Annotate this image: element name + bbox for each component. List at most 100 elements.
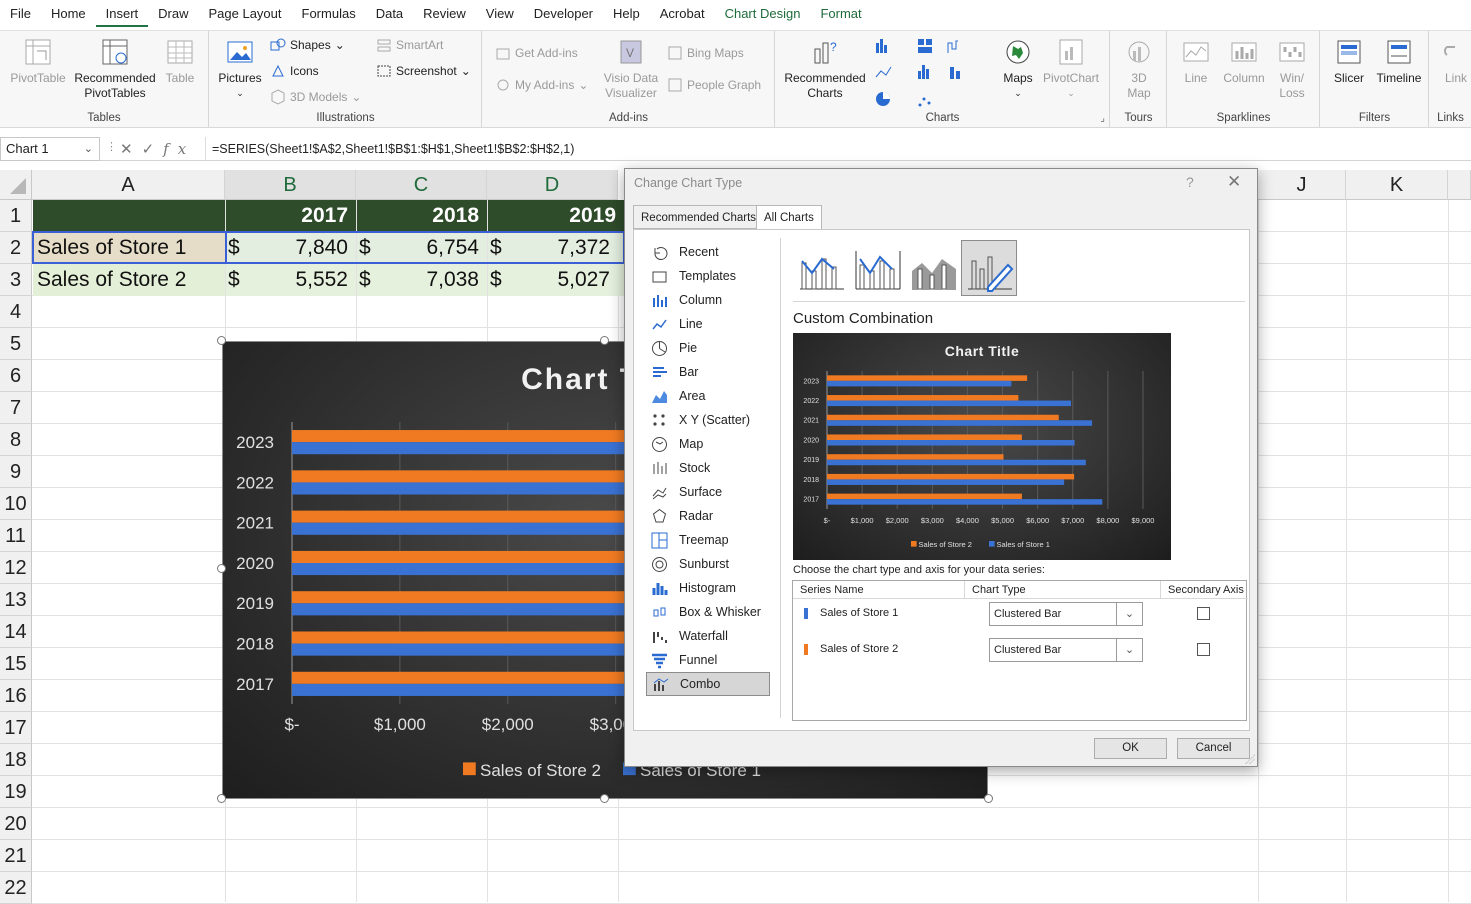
sparkline-line-button[interactable]: Line	[1174, 37, 1218, 86]
menu-home[interactable]: Home	[50, 6, 86, 21]
chart-type-bar[interactable]: Bar	[646, 360, 770, 384]
chart-type-map[interactable]: Map	[646, 432, 770, 456]
column-header-k[interactable]: K	[1346, 170, 1448, 200]
resize-handle-bm[interactable]	[600, 794, 609, 803]
chart-type-column[interactable]: Column	[646, 288, 770, 312]
secondary-axis-checkbox-store2[interactable]	[1197, 643, 1210, 656]
table-button[interactable]: Table	[160, 37, 200, 86]
chart-type-waterfall[interactable]: Waterfall	[646, 624, 770, 648]
row-header[interactable]: 2	[0, 232, 32, 264]
menu-view[interactable]: View	[485, 6, 514, 21]
chart-type-gallery-icons[interactable]	[874, 37, 964, 113]
chart-type-templates[interactable]: Templates	[646, 264, 770, 288]
3d-models-button[interactable]: 3D Models ⌄	[270, 89, 361, 105]
insert-function-icon[interactable]: fx	[163, 140, 196, 158]
menu-formulas[interactable]: Formulas	[301, 6, 356, 21]
chart-type-combo[interactable]: Combo	[646, 672, 770, 696]
column-header-j[interactable]: J	[1258, 170, 1346, 200]
row-header[interactable]: 17	[0, 712, 32, 744]
people-graph-button[interactable]: People Graph	[667, 77, 761, 93]
cell-a3[interactable]: Sales of Store 2	[33, 264, 225, 296]
shapes-button[interactable]: Shapes ⌄	[270, 37, 345, 53]
name-box[interactable]: Chart 1 ⌄	[0, 137, 100, 161]
column-header-b[interactable]: B	[225, 170, 356, 200]
row-header[interactable]: 21	[0, 840, 32, 872]
chart-type-dropdown-store1[interactable]: Clustered Bar ⌄	[989, 602, 1143, 626]
menu-review[interactable]: Review	[423, 6, 466, 21]
row-header[interactable]: 1	[0, 200, 32, 232]
chart-type-surface[interactable]: Surface	[646, 480, 770, 504]
recommended-pivottables-button[interactable]: Recommended PivotTables	[70, 37, 160, 101]
cell-b3[interactable]: $5,552	[226, 264, 356, 296]
row-header[interactable]: 19	[0, 776, 32, 808]
cell-c1[interactable]: 2018	[357, 200, 487, 232]
ok-button[interactable]: OK	[1094, 738, 1167, 759]
resize-grip-icon[interactable]	[1245, 754, 1255, 764]
subtype-clustered-column-line[interactable]	[793, 240, 849, 296]
cell-a1[interactable]	[33, 200, 225, 232]
resize-handle-tl[interactable]	[217, 336, 226, 345]
resize-handle-tm[interactable]	[600, 336, 609, 345]
column-header-a[interactable]: A	[32, 170, 225, 200]
row-header[interactable]: 15	[0, 648, 32, 680]
cell-d2[interactable]: $7,372	[488, 232, 624, 264]
slicer-button[interactable]: Slicer	[1327, 37, 1371, 86]
row-header[interactable]: 16	[0, 680, 32, 712]
subtype-custom-combination[interactable]	[961, 240, 1017, 296]
cell-c3[interactable]: $7,038	[357, 264, 487, 296]
row-header[interactable]: 12	[0, 552, 32, 584]
3d-map-button[interactable]: 3D Map	[1117, 37, 1161, 101]
sparkline-column-button[interactable]: Column	[1220, 37, 1268, 86]
chart-type-radar[interactable]: Radar	[646, 504, 770, 528]
secondary-axis-checkbox-store1[interactable]	[1197, 607, 1210, 620]
subtype-column-line-secondary[interactable]	[849, 240, 905, 296]
pictures-button[interactable]: Pictures ⌄	[216, 37, 264, 101]
cell-d3[interactable]: $5,027	[488, 264, 624, 296]
chart-type-pie[interactable]: Pie	[646, 336, 770, 360]
menu-insert[interactable]: Insert	[95, 0, 149, 27]
column-header-c[interactable]: C	[356, 170, 487, 200]
resize-handle-br[interactable]	[984, 794, 993, 803]
formula-input[interactable]: =SERIES(Sheet1!$A$2,Sheet1!$B$1:$H$1,She…	[205, 137, 1471, 161]
cancel-button[interactable]: Cancel	[1177, 738, 1250, 759]
tab-all-charts[interactable]: All Charts	[756, 205, 822, 230]
smartart-button[interactable]: SmartArt	[376, 37, 443, 53]
my-addins-button[interactable]: My Add-ins ⌄	[495, 77, 588, 93]
chart-type-recent[interactable]: Recent	[646, 240, 770, 264]
close-icon[interactable]: ✕	[1227, 172, 1242, 191]
chart-type-histogram[interactable]: Histogram	[646, 576, 770, 600]
row-header[interactable]: 22	[0, 872, 32, 904]
menu-file[interactable]: File	[10, 6, 31, 21]
maps-button[interactable]: Maps ⌄	[998, 37, 1038, 101]
tab-recommended-charts[interactable]: Recommended Charts	[633, 205, 765, 229]
bing-maps-button[interactable]: Bing Maps	[667, 45, 744, 61]
row-header[interactable]: 14	[0, 616, 32, 648]
recommended-charts-button[interactable]: ? Recommended Charts	[782, 37, 868, 101]
row-header[interactable]: 20	[0, 808, 32, 840]
menu-developer[interactable]: Developer	[533, 6, 594, 21]
cell-c2[interactable]: $6,754	[357, 232, 487, 264]
chart-type-treemap[interactable]: Treemap	[646, 528, 770, 552]
menu-format[interactable]: Format	[820, 6, 862, 21]
cell-d1[interactable]: 2019	[488, 200, 624, 232]
chart-type-dropdown-store2[interactable]: Clustered Bar ⌄	[989, 638, 1143, 662]
column-header-d[interactable]: D	[487, 170, 618, 200]
row-header[interactable]: 5	[0, 328, 32, 360]
chart-type-line[interactable]: Line	[646, 312, 770, 336]
pivotchart-button[interactable]: PivotChart ⌄	[1040, 37, 1102, 101]
row-header[interactable]: 3	[0, 264, 32, 296]
get-addins-button[interactable]: Get Add-ins	[495, 45, 578, 61]
screenshot-button[interactable]: Screenshot ⌄	[376, 63, 471, 79]
menu-chart-design[interactable]: Chart Design	[724, 6, 801, 21]
row-header[interactable]: 18	[0, 744, 32, 776]
cell-b1[interactable]: 2017	[226, 200, 356, 232]
row-header[interactable]: 6	[0, 360, 32, 392]
pivottable-button[interactable]: PivotTable	[8, 37, 68, 86]
cell-b2[interactable]: $7,840	[226, 232, 356, 264]
select-all-corner[interactable]	[0, 170, 32, 200]
chart-type-x-y-scatter[interactable]: X Y (Scatter)	[646, 408, 770, 432]
row-header[interactable]: 11	[0, 520, 32, 552]
cell-a2[interactable]: Sales of Store 1	[33, 232, 225, 264]
chart-type-box-whisker[interactable]: Box & Whisker	[646, 600, 770, 624]
help-button[interactable]: ?	[1186, 174, 1194, 190]
